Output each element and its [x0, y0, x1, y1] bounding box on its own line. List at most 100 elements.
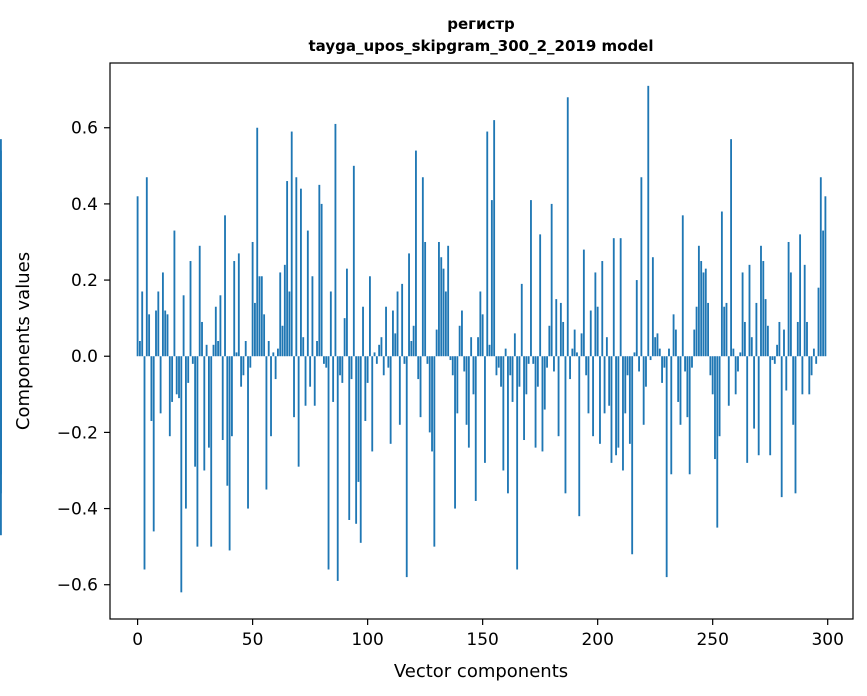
bar-180	[550, 203, 553, 357]
bar-101	[369, 276, 371, 357]
bar-228	[661, 356, 663, 383]
bar-276	[771, 356, 774, 361]
bar-117	[405, 356, 408, 578]
bar-167	[520, 283, 523, 357]
bar-45	[240, 356, 243, 387]
bar-288	[799, 234, 802, 357]
bar-83	[327, 356, 330, 570]
bar-144	[467, 356, 470, 448]
bar-58	[270, 356, 272, 437]
bar-249	[709, 356, 712, 376]
bar-64	[283, 264, 286, 357]
x-tick-label: 50	[242, 630, 264, 650]
bar-153	[488, 344, 491, 357]
bar-170	[527, 356, 530, 364]
bar-258	[730, 139, 732, 357]
bar-104	[375, 356, 378, 364]
bar-120	[412, 325, 415, 357]
bar-160	[504, 348, 507, 357]
bar-216	[633, 352, 636, 357]
bar-199	[594, 272, 597, 357]
bar-114	[398, 356, 401, 425]
bar-61	[277, 348, 279, 357]
bar-18	[178, 356, 180, 399]
bar-185	[562, 321, 565, 357]
bar-122	[417, 356, 420, 380]
bar-157	[497, 356, 500, 368]
bar-148	[477, 337, 479, 357]
bar-97	[359, 356, 362, 543]
bar-198	[592, 356, 594, 437]
bar-205	[608, 356, 611, 406]
bar-193	[580, 333, 583, 357]
bar-56	[265, 356, 268, 490]
bar-74	[306, 230, 309, 357]
bar-151	[484, 356, 486, 463]
y-tick-label: −0.6	[57, 576, 98, 596]
bar-161	[507, 356, 509, 494]
bar-278	[776, 344, 779, 357]
bar-246	[702, 272, 705, 357]
bar-229	[663, 356, 666, 368]
bar-281	[783, 329, 785, 357]
bar-224	[651, 257, 654, 357]
bar-86	[334, 123, 337, 357]
bar-30	[205, 344, 208, 357]
bar-62	[279, 272, 282, 357]
bar-108	[385, 306, 387, 357]
bar-270	[757, 356, 760, 456]
bar-166	[518, 356, 521, 387]
bar-103	[373, 352, 376, 357]
bar-143	[465, 356, 468, 425]
bar-93	[350, 356, 353, 380]
y-axis-label: Components values	[13, 252, 34, 430]
bar-32	[210, 356, 213, 547]
bar-63	[281, 325, 284, 357]
bar-132	[440, 257, 443, 357]
bar-251	[714, 356, 716, 460]
bar-139	[456, 356, 459, 414]
bar-241	[691, 356, 693, 368]
bar-138	[454, 356, 456, 509]
bar-293	[810, 356, 813, 376]
bar-6	[150, 356, 153, 421]
bar-189	[571, 348, 574, 357]
bar-291	[806, 321, 808, 357]
bar-29	[203, 356, 206, 471]
bar-73	[304, 356, 307, 406]
bar-237	[681, 215, 684, 357]
bar-115	[401, 283, 404, 357]
x-tick-label: 0	[132, 630, 143, 650]
bar-266	[748, 264, 751, 357]
bar-88	[339, 356, 341, 376]
bar-128	[431, 356, 433, 452]
bar-55	[263, 314, 266, 357]
bar-94	[352, 165, 355, 357]
bar-290	[803, 264, 806, 357]
bar-53	[258, 276, 261, 357]
x-axis-ticks: 0 50 100 150 200 250 300	[132, 619, 844, 650]
bar-150	[481, 314, 484, 357]
bar-140	[458, 325, 461, 357]
bar-255	[723, 306, 726, 357]
bar-15	[171, 356, 174, 402]
bar-72	[302, 337, 305, 357]
bar-11	[161, 272, 164, 357]
bar-113	[396, 291, 399, 357]
bar-250	[711, 356, 714, 395]
chart-subtitle: tayga_upos_skipgram_300_2_2019 model	[309, 37, 654, 55]
bar-65	[286, 181, 289, 357]
bar-52	[256, 127, 259, 357]
bar-112	[394, 333, 397, 357]
bar-206	[610, 356, 613, 463]
bar-261	[737, 356, 739, 372]
bar-16	[173, 230, 176, 357]
bar-155	[493, 120, 496, 357]
bar-183	[557, 356, 560, 437]
bar-219	[640, 177, 643, 357]
bar-215	[631, 356, 634, 555]
bar-152	[486, 131, 489, 357]
x-tick-label: 300	[811, 630, 843, 650]
bar-230	[665, 356, 668, 578]
bar-240	[688, 356, 691, 475]
